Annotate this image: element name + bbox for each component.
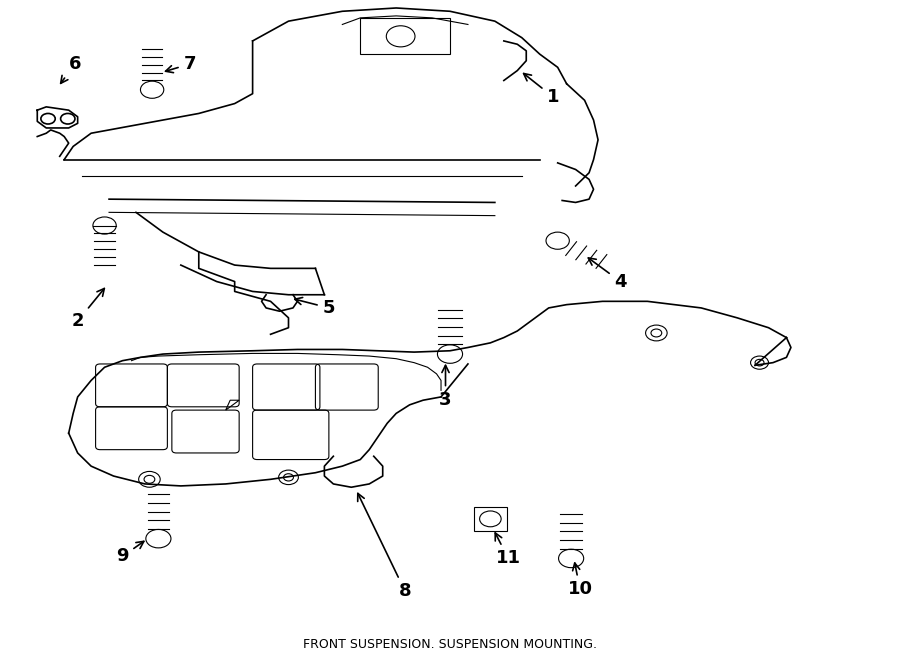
Text: 1: 1 <box>524 73 560 106</box>
Text: FRONT SUSPENSION. SUSPENSION MOUNTING.: FRONT SUSPENSION. SUSPENSION MOUNTING. <box>303 638 597 651</box>
Text: 7: 7 <box>166 55 196 73</box>
Text: 2: 2 <box>71 289 104 330</box>
Text: 8: 8 <box>357 493 411 600</box>
Text: 10: 10 <box>568 563 592 598</box>
Text: 6: 6 <box>60 55 81 83</box>
Text: 3: 3 <box>439 365 452 409</box>
Text: 9: 9 <box>116 542 144 565</box>
Text: 11: 11 <box>495 533 521 567</box>
Text: 4: 4 <box>589 258 626 291</box>
Text: 5: 5 <box>295 297 335 317</box>
